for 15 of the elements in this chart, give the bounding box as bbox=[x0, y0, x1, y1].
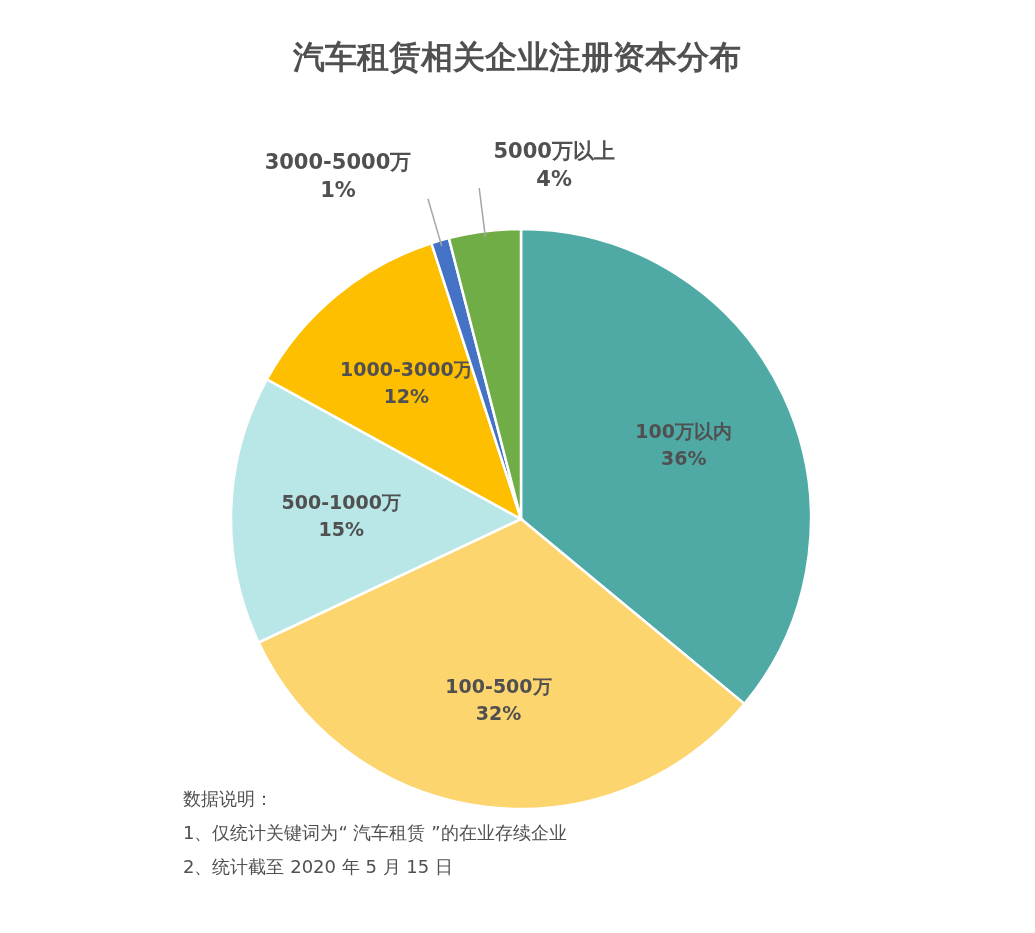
data-label: 32% bbox=[475, 702, 522, 725]
data-label: 15% bbox=[318, 518, 365, 541]
data-label: 4% bbox=[536, 167, 573, 192]
slice-label: 100-500万 bbox=[445, 675, 552, 698]
data-label: 36% bbox=[660, 447, 707, 470]
chart-title: 汽车租赁相关企业注册资本分布 bbox=[292, 38, 741, 76]
data-label: 12% bbox=[383, 385, 430, 408]
text: 数据说明： bbox=[183, 788, 273, 809]
slice-label: 5000万以上 bbox=[493, 139, 615, 164]
text: 2、统计截至 2020 年 5 月 15 日 bbox=[183, 856, 453, 877]
slice-label: 500-1000万 bbox=[281, 491, 402, 514]
slice-label: 3000-5000万 bbox=[264, 149, 412, 174]
slice-label: 100万以内 bbox=[635, 420, 733, 443]
data-label: 1% bbox=[320, 177, 356, 202]
text: 1、仅统计关键词为“ 汽车租赁 ”的在业存续企业 bbox=[183, 822, 567, 843]
